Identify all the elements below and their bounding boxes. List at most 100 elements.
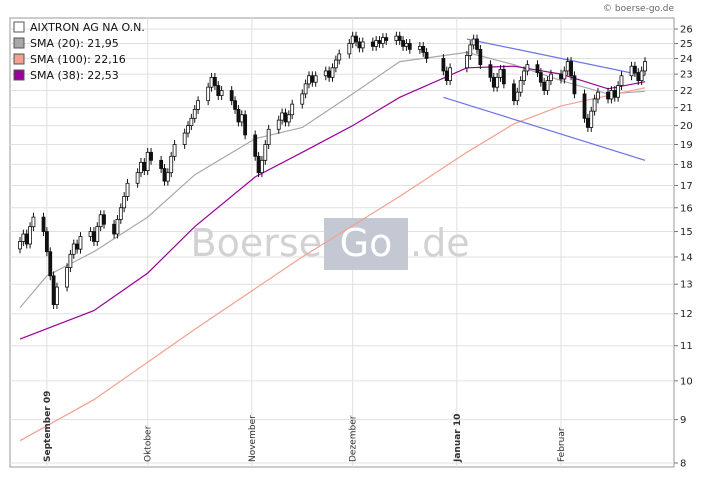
- candle-body: [192, 108, 197, 119]
- y-tick-label: 18: [680, 160, 693, 171]
- candle: [424, 47, 429, 63]
- candle: [475, 34, 479, 54]
- candle-body: [374, 40, 379, 47]
- candle: [102, 210, 106, 229]
- candle: [337, 49, 342, 65]
- candle-body: [639, 70, 644, 82]
- candle: [347, 39, 352, 59]
- trend-channel: [443, 38, 646, 161]
- candle-body: [41, 216, 46, 232]
- candle-body: [125, 182, 130, 197]
- candle: [538, 68, 543, 87]
- candle-body: [589, 110, 594, 128]
- candle: [28, 222, 32, 249]
- candle-body: [172, 144, 177, 157]
- watermark-left: Boerse: [191, 221, 323, 265]
- candle: [441, 54, 446, 76]
- candle: [354, 31, 358, 47]
- candle-body: [165, 172, 170, 182]
- y-tick-label: 10: [680, 376, 693, 387]
- candle-body: [68, 253, 73, 269]
- x-tick-label: Januar 10: [453, 414, 463, 463]
- candle-body: [381, 37, 385, 44]
- candle-body: [209, 76, 214, 88]
- candle-body: [206, 86, 211, 102]
- candle-body: [633, 65, 637, 73]
- candle: [135, 168, 140, 188]
- candle: [122, 192, 127, 213]
- candle: [159, 155, 164, 173]
- trendline-0: [466, 38, 646, 77]
- candle-body: [18, 241, 22, 250]
- candle: [196, 96, 200, 114]
- candle-body: [444, 70, 449, 82]
- candle-body: [377, 40, 382, 44]
- candle-body: [102, 214, 106, 225]
- candle-body: [596, 91, 600, 100]
- candle-body: [629, 65, 634, 77]
- candle-body: [276, 119, 281, 130]
- y-tick-label: 21: [680, 103, 693, 114]
- candle: [592, 94, 597, 116]
- candle: [535, 60, 540, 77]
- candle-body: [495, 76, 500, 88]
- candle-body: [266, 128, 271, 145]
- candle: [333, 55, 338, 73]
- candle-body: [360, 41, 365, 49]
- candle: [266, 124, 271, 149]
- candle-body: [515, 91, 520, 102]
- candle: [172, 140, 177, 161]
- candle-body: [233, 100, 237, 110]
- candle: [44, 227, 49, 257]
- candle-body: [404, 43, 409, 47]
- candle: [189, 113, 194, 131]
- candle-body: [407, 43, 412, 50]
- x-tick-label: Februar: [557, 427, 567, 462]
- candle-body: [498, 68, 503, 78]
- watermark-box-text: Go: [340, 221, 393, 265]
- y-axis: 8 9 10 11 12 13 14 15 16 17 18 19 20 21 22 23 24 25 26: [674, 25, 693, 470]
- candle: [360, 37, 365, 53]
- candle: [549, 69, 553, 86]
- candle-body: [51, 275, 56, 306]
- candle-body: [357, 41, 362, 49]
- candle-body: [159, 159, 164, 169]
- x-tick-label: Dezember: [349, 415, 359, 462]
- candle: [522, 66, 526, 86]
- candle-body: [545, 80, 550, 91]
- candle: [582, 89, 587, 123]
- x-tick-label: September 09: [43, 391, 53, 462]
- candle-body: [186, 125, 190, 134]
- candle: [206, 82, 211, 106]
- candle-body: [122, 196, 127, 209]
- trendline-1: [443, 96, 646, 161]
- legend-swatch-sma100: [13, 53, 25, 65]
- candle: [562, 66, 567, 84]
- candle: [48, 247, 53, 281]
- candle-body: [78, 236, 83, 250]
- candle-body: [243, 114, 248, 136]
- candle-body: [253, 134, 258, 157]
- candle: [169, 151, 174, 178]
- candle-body: [337, 53, 342, 61]
- candle-body: [196, 100, 200, 110]
- candle: [55, 282, 59, 310]
- candle: [589, 106, 594, 132]
- candle: [192, 105, 197, 123]
- candle-body: [559, 73, 563, 80]
- candle-body: [65, 267, 69, 288]
- candle: [290, 99, 295, 120]
- candle-body: [542, 81, 547, 91]
- candle-body: [441, 58, 446, 72]
- candle-body: [310, 75, 315, 83]
- x-tick-label: Oktober: [144, 425, 154, 462]
- candlesticks: [18, 31, 647, 310]
- candle-body: [256, 155, 261, 174]
- candle: [596, 87, 600, 104]
- candle-body: [397, 35, 402, 41]
- candle-body: [303, 83, 308, 95]
- candle-body: [44, 231, 49, 253]
- candle-body: [55, 286, 59, 306]
- candle-body: [592, 98, 597, 112]
- candle-body: [330, 67, 335, 78]
